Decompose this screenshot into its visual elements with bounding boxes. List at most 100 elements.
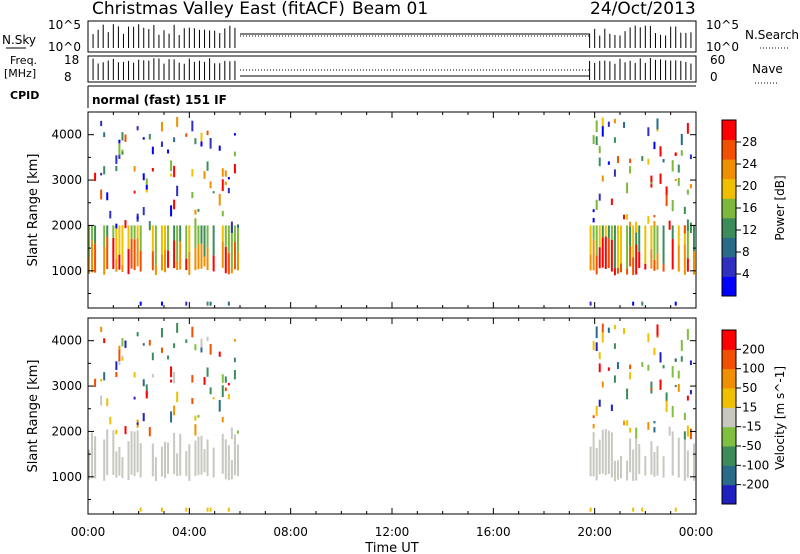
power-cell — [173, 165, 176, 178]
power-cell — [142, 137, 145, 140]
power-cell — [160, 225, 163, 255]
velocity-cell — [647, 364, 650, 371]
power-cell — [613, 118, 616, 124]
velocity-cell — [167, 355, 170, 360]
nave-label: Nave — [752, 62, 783, 76]
power-cell — [671, 239, 674, 270]
velocity-cell — [671, 366, 674, 378]
station-title: Christmas Valley East (fitACF) — [92, 0, 345, 19]
power-cell — [221, 179, 224, 192]
velocity-cell — [121, 357, 124, 361]
power-cell — [592, 135, 595, 145]
velocity-cell — [601, 429, 604, 474]
y-tick-label: 1000 — [51, 264, 82, 278]
velocity-cell — [224, 387, 227, 392]
power-cell — [164, 249, 166, 273]
velocity-cell — [677, 383, 680, 392]
velocity-cell — [653, 421, 656, 424]
power-ylabel: Slant Range [km] — [26, 154, 41, 267]
velocity-cell — [653, 427, 656, 433]
power-cell — [100, 189, 103, 200]
freq-trace — [87, 58, 697, 80]
power-cell — [91, 225, 94, 241]
velocity-cell — [121, 338, 124, 347]
velocity-cell — [151, 443, 154, 477]
velocity-cell — [592, 432, 595, 477]
power-cell — [133, 225, 136, 240]
velocity-cell — [671, 431, 674, 476]
velocity-cell — [209, 387, 212, 395]
velocity-cell — [233, 357, 236, 363]
power-cell — [124, 134, 127, 142]
velocity-cell — [109, 416, 112, 425]
power-cell — [94, 172, 97, 182]
velocity-cell — [641, 507, 644, 512]
velocity-cell — [209, 343, 212, 355]
power-cell — [683, 206, 686, 214]
power-cell — [151, 146, 154, 155]
velocity-cell — [221, 385, 224, 398]
power-backscatter — [88, 116, 695, 306]
velocity-cell — [665, 400, 668, 413]
power-cell — [610, 225, 613, 240]
power-cell — [616, 225, 619, 268]
power-cell — [626, 182, 629, 194]
colorbar-swatch — [722, 120, 736, 141]
velocity-cell — [610, 404, 613, 412]
power-cell — [689, 222, 692, 234]
power-cell — [176, 260, 179, 271]
nsearch-tick-bottom: 10^0 — [706, 40, 739, 54]
power-cell — [233, 151, 236, 157]
power-cell — [139, 225, 142, 251]
power-cell — [662, 225, 665, 264]
velocity-cell — [595, 405, 598, 416]
velocity-cell — [148, 427, 151, 437]
velocity-cell — [170, 411, 173, 423]
velocity-cell — [626, 460, 629, 481]
power-cell — [115, 223, 118, 229]
power-cell — [227, 176, 230, 180]
power-cell — [106, 225, 109, 237]
power-cell — [121, 132, 124, 141]
velocity-cell — [164, 441, 166, 479]
power-cell — [151, 225, 154, 252]
power-cell — [236, 252, 239, 271]
colorbar-tick-label: 16 — [742, 201, 757, 215]
power-cell — [218, 145, 221, 151]
power-cell — [635, 225, 638, 245]
power-cell — [224, 181, 227, 186]
power-cell — [221, 210, 224, 217]
velocity-cell — [601, 381, 604, 388]
power-cell — [233, 133, 236, 136]
power-cell — [118, 225, 121, 255]
velocity-cell — [121, 457, 124, 479]
power-cell — [130, 238, 133, 269]
velocity-cell — [103, 338, 106, 344]
power-cell — [662, 159, 665, 163]
velocity-cell — [683, 412, 686, 420]
power-cell — [662, 263, 665, 272]
power-cell — [665, 194, 668, 207]
velocity-cell — [686, 395, 689, 401]
x-tick-label: 00:00 — [71, 525, 106, 539]
power-cell — [686, 258, 689, 272]
colorbar-tick-label: -50 — [742, 439, 762, 453]
power-cell — [121, 225, 124, 265]
power-cell — [206, 130, 209, 136]
velocity-cell — [592, 423, 595, 429]
velocity-cell — [604, 428, 607, 475]
power-cell — [139, 301, 142, 306]
velocity-cell — [629, 427, 632, 433]
colorbar-swatch — [722, 465, 736, 486]
power-cell — [641, 301, 644, 306]
power-cell — [121, 151, 124, 155]
velocity-cell — [188, 444, 191, 481]
power-cell — [224, 225, 227, 247]
power-cell — [112, 225, 115, 238]
power-cell — [598, 225, 601, 248]
power-cell — [598, 193, 601, 201]
velocity-cell — [644, 456, 647, 476]
power-cell — [689, 184, 692, 189]
power-panel: Slant Range [km] 1000 2000 3000 4000 — [26, 111, 697, 309]
